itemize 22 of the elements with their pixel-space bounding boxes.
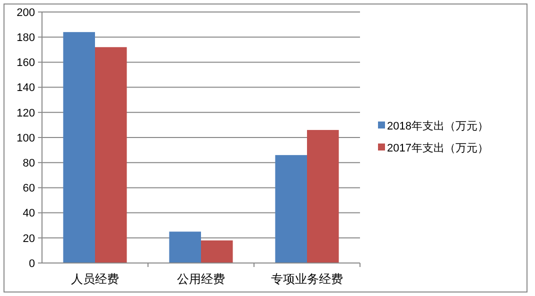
bar bbox=[169, 232, 201, 263]
bar bbox=[201, 240, 233, 263]
y-tick-label: 100 bbox=[16, 132, 35, 144]
y-tick-label: 40 bbox=[22, 208, 35, 220]
y-tick-label: 200 bbox=[16, 6, 35, 19]
legend-label: 2018年支出（万元） bbox=[387, 119, 488, 132]
bar bbox=[63, 32, 95, 263]
x-tick-label: 人员经费 bbox=[71, 272, 119, 286]
bar bbox=[95, 47, 127, 263]
y-tick-label: 120 bbox=[16, 107, 35, 120]
y-tick-label: 180 bbox=[16, 32, 35, 44]
y-tick-label: 80 bbox=[22, 157, 35, 170]
y-tick-label: 0 bbox=[28, 258, 35, 270]
legend-label: 2017年支出（万元） bbox=[387, 141, 488, 154]
x-tick-label: 公用经费 bbox=[177, 272, 225, 286]
y-tick-label: 160 bbox=[16, 57, 35, 70]
y-tick-label: 140 bbox=[16, 82, 35, 94]
y-tick-label: 20 bbox=[22, 232, 35, 245]
y-tick-label: 60 bbox=[22, 182, 35, 195]
bar bbox=[275, 155, 307, 263]
x-tick-label: 专项业务经费 bbox=[271, 272, 343, 286]
bar bbox=[307, 130, 339, 263]
